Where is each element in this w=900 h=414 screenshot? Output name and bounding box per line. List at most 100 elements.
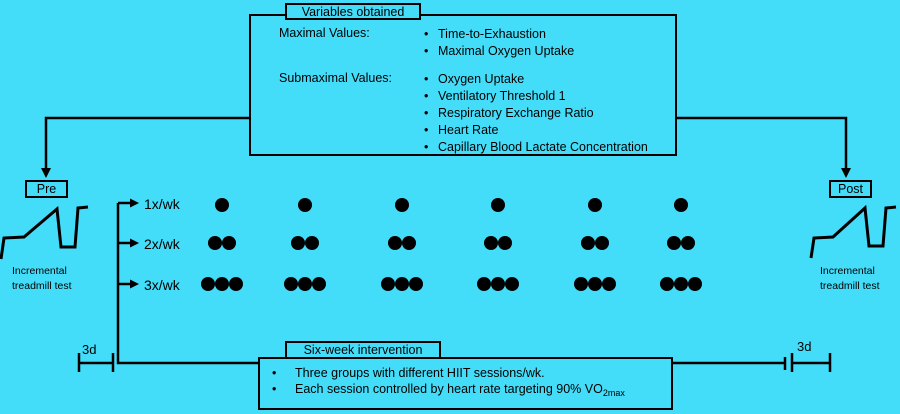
session-dot bbox=[208, 236, 222, 250]
treadmill-caption-left: Incremental treadmill test bbox=[12, 264, 72, 294]
variables-box-title: Variables obtained bbox=[285, 3, 421, 20]
bullet-item: • Heart Rate bbox=[424, 122, 648, 139]
maximal-values-list: • Time-to-Exhaustion • Maximal Oxygen Uptak… bbox=[424, 26, 574, 60]
session-dot bbox=[588, 198, 602, 212]
treadmill-profile-left-icon bbox=[0, 205, 89, 260]
pre-arrowhead-icon bbox=[41, 168, 51, 178]
bullet-item: • Maximal Oxygen Uptake bbox=[424, 43, 574, 60]
session-dot bbox=[484, 236, 498, 250]
treadmill-caption-right-line1: Incremental bbox=[820, 265, 875, 277]
session-dot bbox=[581, 236, 595, 250]
bullet-icon: • bbox=[424, 72, 429, 86]
treadmill-caption-left-line1: Incremental bbox=[12, 265, 67, 277]
submaximal-values-label: Submaximal Values: bbox=[279, 71, 393, 85]
session-dot bbox=[291, 236, 305, 250]
session-dot bbox=[574, 277, 588, 291]
submaximal-values-list: • Oxygen Uptake • Ventilatory Threshold 1 • R… bbox=[424, 71, 648, 156]
bullet-icon: • bbox=[424, 27, 429, 41]
maximal-values-label: Maximal Values: bbox=[279, 26, 370, 40]
variables-box-title-label: Variables obtained bbox=[301, 4, 405, 19]
row-label-1xwk: 1x/wk bbox=[144, 196, 180, 212]
row-label-2xwk: 2x/wk bbox=[144, 236, 180, 252]
bullet-item: • Ventilatory Threshold 1 bbox=[424, 88, 648, 105]
treadmill-profile-right-icon bbox=[809, 204, 897, 259]
session-dot bbox=[312, 277, 326, 291]
bullet-item: • Capillary Blood Lactate Concentration bbox=[424, 139, 648, 156]
bullet-text: Ventilatory Threshold 1 bbox=[438, 88, 566, 103]
bullet-icon: • bbox=[424, 105, 429, 120]
intervention-box-title-label: Six-week intervention bbox=[303, 343, 423, 357]
session-dot bbox=[491, 198, 505, 212]
session-dot bbox=[667, 236, 681, 250]
row1-arrowhead-icon bbox=[130, 198, 139, 208]
pre-box: Pre bbox=[25, 180, 68, 198]
session-dot bbox=[298, 277, 312, 291]
right-interval-label: 3d bbox=[797, 339, 812, 354]
bullet-text: Oxygen Uptake bbox=[438, 72, 525, 86]
session-dot bbox=[229, 277, 243, 291]
intervention-box-title: Six-week intervention bbox=[285, 341, 441, 359]
session-dot bbox=[395, 198, 409, 212]
session-dot bbox=[674, 277, 688, 291]
session-dot bbox=[402, 236, 416, 250]
session-dot bbox=[222, 236, 236, 250]
post-label: Post bbox=[837, 182, 863, 196]
bullet-item: • Time-to-Exhaustion bbox=[424, 26, 574, 43]
variables-box bbox=[249, 14, 677, 156]
session-dot bbox=[588, 277, 602, 291]
session-dot bbox=[498, 236, 512, 250]
intervention-bullets: • Three groups with different HIIT sessi… bbox=[270, 365, 665, 401]
bullet-icon: • bbox=[424, 139, 429, 154]
intervention-bullet-2: • Each session controlled by heart rate … bbox=[270, 381, 665, 401]
intervention-bullet-1-text: Three groups with different HIIT session… bbox=[295, 366, 545, 380]
session-dot bbox=[505, 277, 519, 291]
bullet-text: Heart Rate bbox=[438, 122, 499, 137]
post-box: Post bbox=[829, 180, 872, 198]
session-dot bbox=[409, 277, 423, 291]
branch-spine-line bbox=[116, 203, 259, 365]
bullet-icon: • bbox=[424, 88, 429, 103]
treadmill-caption-right: Incremental treadmill test bbox=[820, 264, 880, 294]
session-dot bbox=[298, 198, 312, 212]
bullet-text: Capillary Blood Lactate Concentration bbox=[438, 139, 648, 154]
intervention-bullet-2-main: Each session controlled by heart rate ta… bbox=[295, 382, 603, 396]
bullet-text: Maximal Oxygen Uptake bbox=[438, 43, 575, 58]
bullet-icon: • bbox=[424, 122, 429, 137]
bullet-icon: • bbox=[272, 382, 277, 396]
session-dot bbox=[681, 236, 695, 250]
bullet-item: • Respiratory Exchange Ratio bbox=[424, 105, 648, 122]
session-dot bbox=[477, 277, 491, 291]
session-dot bbox=[674, 198, 688, 212]
intervention-box bbox=[258, 357, 673, 410]
session-dot bbox=[595, 236, 609, 250]
session-dot bbox=[215, 198, 229, 212]
row2-arrowhead-icon bbox=[130, 238, 139, 248]
post-connector-line bbox=[676, 116, 848, 169]
bullet-text: Time-to-Exhaustion bbox=[438, 27, 546, 41]
session-dot bbox=[305, 236, 319, 250]
pre-connector-line bbox=[44, 116, 250, 169]
bullet-icon: • bbox=[272, 366, 277, 380]
session-dot bbox=[491, 277, 505, 291]
session-dot bbox=[381, 277, 395, 291]
left-interval-label: 3d bbox=[82, 342, 97, 357]
intervention-bullet-2-text: Each session controlled by heart rate ta… bbox=[295, 381, 625, 401]
post-arrowhead-icon bbox=[841, 168, 851, 178]
session-dot bbox=[660, 277, 674, 291]
bullet-text: Respiratory Exchange Ratio bbox=[438, 105, 594, 120]
bullet-icon: • bbox=[424, 43, 429, 58]
intervention-bullet-1: • Three groups with different HIIT sessi… bbox=[270, 365, 665, 381]
row-label-3xwk: 3x/wk bbox=[144, 277, 180, 293]
treadmill-caption-right-line2: treadmill test bbox=[820, 280, 880, 292]
session-dot bbox=[688, 277, 702, 291]
session-dot bbox=[215, 277, 229, 291]
intervention-bullet-2-subscript: 2max bbox=[602, 388, 625, 398]
treadmill-caption-left-line2: treadmill test bbox=[12, 280, 72, 292]
session-dot bbox=[395, 277, 409, 291]
session-dot bbox=[388, 236, 402, 250]
row3-arrowhead-icon bbox=[130, 279, 139, 289]
bullet-item: • Oxygen Uptake bbox=[424, 71, 648, 88]
session-dot bbox=[284, 277, 298, 291]
